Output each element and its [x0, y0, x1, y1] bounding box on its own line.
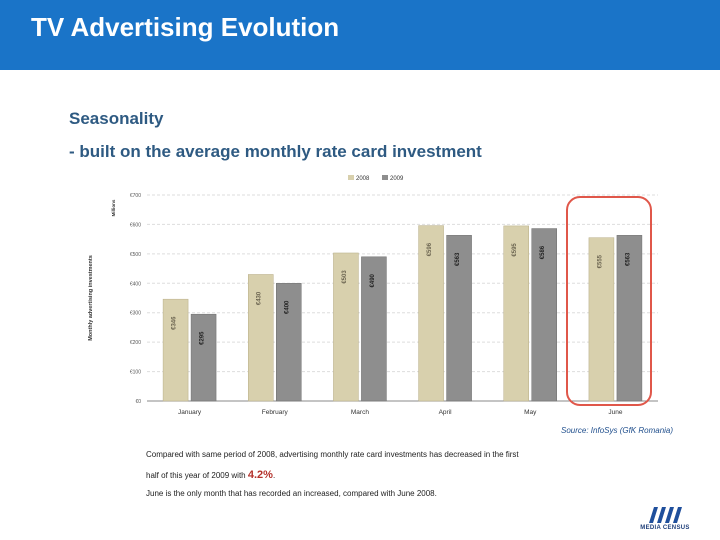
data-label-2008-june: €555: [597, 254, 603, 268]
logo-mark-icon: [649, 507, 682, 523]
data-label-2009-may: €586: [540, 245, 546, 259]
data-label-2008-march: €503: [342, 270, 348, 284]
x-category-label: April: [439, 409, 453, 416]
data-label-2009-january: €295: [200, 331, 206, 345]
data-label-2008-april: €596: [427, 242, 433, 256]
decrease-percent: 4.2%: [247, 469, 273, 481]
x-category-label: May: [524, 409, 537, 416]
bar-2008-june: [588, 237, 615, 402]
bar-2009-june: [616, 235, 643, 402]
bar-2008-january: [162, 298, 189, 402]
legend-swatch-2008: [348, 175, 354, 180]
y-axis-label: Monthly advertising investments: [88, 255, 94, 341]
slide-title: TV Advertising Evolution: [31, 12, 340, 42]
note-line-2: half of this year of 2009 with 4.2%.: [146, 469, 275, 481]
company-logo: MEDIA CENSUS: [621, 503, 709, 535]
data-label-2008-february: €430: [257, 291, 263, 305]
y-unit-label: Millions: [111, 199, 116, 216]
bar-2008-april: [418, 225, 444, 402]
x-category-label: June: [608, 409, 622, 416]
note-line-1: Compared with same period of 2008, adver…: [146, 450, 519, 459]
bar-2008-february: [248, 274, 274, 402]
data-label-2008-january: €346: [172, 316, 178, 330]
note-line-2-end: .: [272, 471, 276, 480]
y-tick-label: €400: [130, 281, 141, 287]
x-category-label: February: [262, 409, 289, 416]
y-tick-label: €200: [130, 340, 141, 346]
bar-2008-march: [333, 252, 359, 402]
legend-label-2008: 2008: [356, 176, 370, 182]
y-tick-label: €500: [130, 252, 141, 258]
bar-2009-april: [446, 235, 472, 402]
x-category-label: January: [178, 409, 202, 416]
note-line-2-text: half of this year of 2009 with: [146, 471, 246, 480]
y-tick-label: €100: [130, 370, 141, 376]
bar-2009-january: [190, 313, 217, 402]
data-label-2009-march: €490: [370, 273, 376, 287]
source-note: Source: InfoSys (GfK Romania): [561, 426, 674, 435]
bar-2008-may: [503, 225, 529, 402]
data-label-2009-february: €400: [285, 300, 291, 314]
note-line-3: June is the only month that has recorded…: [146, 489, 437, 498]
data-label-2009-april: €563: [455, 252, 461, 266]
june-highlight-box: [566, 196, 652, 406]
y-tick-label: €600: [130, 222, 141, 228]
bar-2009-february: [276, 283, 302, 402]
header-bar: TV Advertising Evolution: [0, 0, 720, 70]
bar-chart: €0 €100 €200 €300 €400 €500 €600 €700 Monthly ad…: [88, 175, 658, 416]
data-label-2008-may: €595: [512, 243, 518, 257]
legend-label-2009: 2009: [390, 176, 404, 182]
section-heading: Seasonality: [69, 109, 164, 128]
data-label-2009-june: €563: [625, 252, 631, 266]
bar-2009-march: [361, 256, 387, 402]
x-category-label: March: [351, 409, 369, 416]
logo-text: MEDIA CENSUS: [640, 525, 690, 531]
y-tick-label: €0: [135, 399, 141, 405]
y-tick-label: €700: [130, 193, 141, 199]
y-tick-label: €300: [130, 311, 141, 317]
legend-swatch-2009: [382, 175, 388, 180]
section-subtitle: - built on the average monthly rate card…: [69, 142, 482, 161]
bar-2009-may: [531, 228, 557, 402]
